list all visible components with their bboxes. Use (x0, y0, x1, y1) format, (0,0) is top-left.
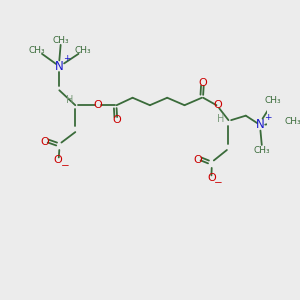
Text: O: O (213, 100, 222, 110)
Text: −: − (213, 178, 222, 188)
Text: H: H (66, 95, 73, 105)
Text: O: O (54, 155, 62, 166)
Text: CH₃: CH₃ (254, 146, 270, 154)
Text: CH₃: CH₃ (52, 36, 69, 45)
Text: CH₃: CH₃ (28, 46, 45, 56)
Text: H: H (217, 114, 225, 124)
Text: O: O (40, 136, 49, 147)
Text: O: O (194, 155, 202, 166)
Text: O: O (207, 173, 216, 183)
Text: O: O (94, 100, 102, 110)
Text: O: O (112, 115, 121, 125)
Text: CH₃: CH₃ (285, 116, 300, 125)
Text: CH₃: CH₃ (265, 96, 281, 105)
Text: CH₃: CH₃ (75, 46, 92, 56)
Text: N: N (55, 60, 64, 73)
Text: −: − (61, 160, 70, 170)
Text: +: + (63, 54, 70, 63)
Text: N: N (256, 118, 265, 131)
Text: O: O (199, 78, 208, 88)
Text: +: + (264, 113, 272, 122)
